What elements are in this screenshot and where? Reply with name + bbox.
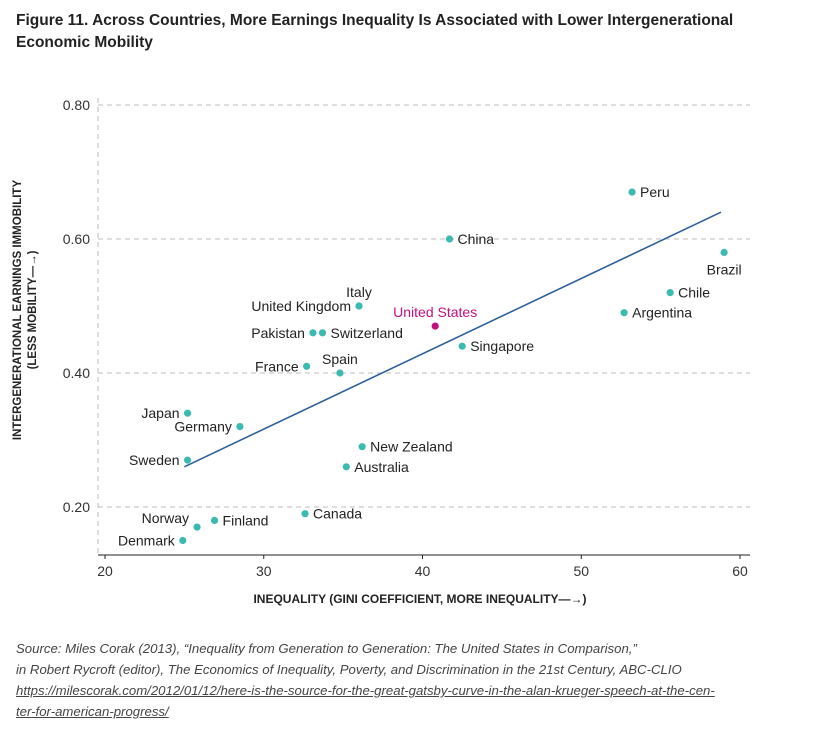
point-label: Germany (174, 419, 232, 435)
data-point (336, 369, 344, 377)
point-label: Singapore (470, 338, 534, 354)
data-point (183, 409, 192, 417)
data-point (355, 302, 363, 310)
point-label: Italy (346, 284, 372, 300)
x-tick-label: 40 (415, 563, 431, 579)
data-point (431, 322, 439, 330)
point-label: Denmark (118, 533, 176, 549)
y-tick-label: 0.60 (63, 231, 90, 247)
point-label: United Kingdom (251, 298, 351, 314)
point-label: Finland (223, 512, 269, 528)
point-label: Australia (354, 459, 409, 475)
point-label: Chile (678, 285, 710, 301)
point-label: Spain (322, 351, 358, 367)
y-tick-label: 0.80 (63, 97, 90, 113)
data-point (179, 536, 187, 545)
data-point (303, 362, 311, 370)
point-label: Argentina (632, 305, 692, 321)
data-point (458, 342, 466, 350)
data-point (183, 456, 192, 464)
figure-title: Figure 11. Across Countries, More Earnin… (16, 12, 734, 51)
data-point (720, 248, 728, 256)
source-line-1: Source: Miles Corak (2013), “Inequality … (16, 641, 637, 656)
data-point (628, 188, 636, 196)
data-point (342, 463, 350, 471)
data-point (236, 423, 244, 431)
source-link-line-2[interactable]: ter-for-american-progress/ (16, 704, 169, 719)
x-axis-label: INEQUALITY (GINI COEFFICIENT, MORE INEQU… (253, 592, 587, 606)
point-label: Peru (640, 184, 670, 200)
point-label: France (255, 358, 299, 374)
x-tick-label: 50 (573, 563, 589, 579)
point-label: Sweden (129, 452, 180, 468)
point-label: United States (393, 304, 477, 320)
x-tick-label: 20 (97, 563, 113, 579)
source-line-2: in Robert Rycroft (editor), The Economic… (16, 662, 682, 677)
data-point (620, 309, 628, 317)
point-label: Norway (142, 510, 189, 526)
point-label: New Zealand (370, 439, 453, 455)
data-point (309, 329, 317, 337)
data-point (318, 329, 327, 337)
data-point (358, 443, 366, 451)
point-label: Pakistan (251, 325, 305, 341)
data-point (210, 516, 219, 525)
x-tick-label: 30 (256, 563, 272, 579)
source-note: Source: Miles Corak (2013), “Inequality … (16, 638, 816, 722)
source-link-line-1[interactable]: https://milescorak.com/2012/01/12/here-i… (16, 683, 715, 698)
trend-line (184, 211, 722, 468)
point-label: Japan (141, 405, 179, 421)
y-axis-label: INTERGENERATIONAL EARNINGS IMMOBILITY (L… (11, 180, 41, 440)
data-point (666, 289, 674, 297)
y-axis-label-line2: (LESS MOBILITY—→) (27, 250, 39, 370)
y-tick-label: 0.20 (63, 499, 90, 515)
point-label: Canada (313, 506, 362, 522)
data-point (193, 523, 201, 531)
data-point (445, 235, 454, 243)
data-point (301, 510, 309, 518)
point-label: Switzerland (330, 325, 402, 341)
point-label: China (457, 231, 494, 247)
y-axis-label-line1: INTERGENERATIONAL EARNINGS IMMOBILITY (12, 179, 24, 441)
x-tick-label: 60 (732, 563, 748, 579)
y-tick-label: 0.40 (63, 365, 90, 381)
point-label: Brazil (707, 261, 742, 277)
